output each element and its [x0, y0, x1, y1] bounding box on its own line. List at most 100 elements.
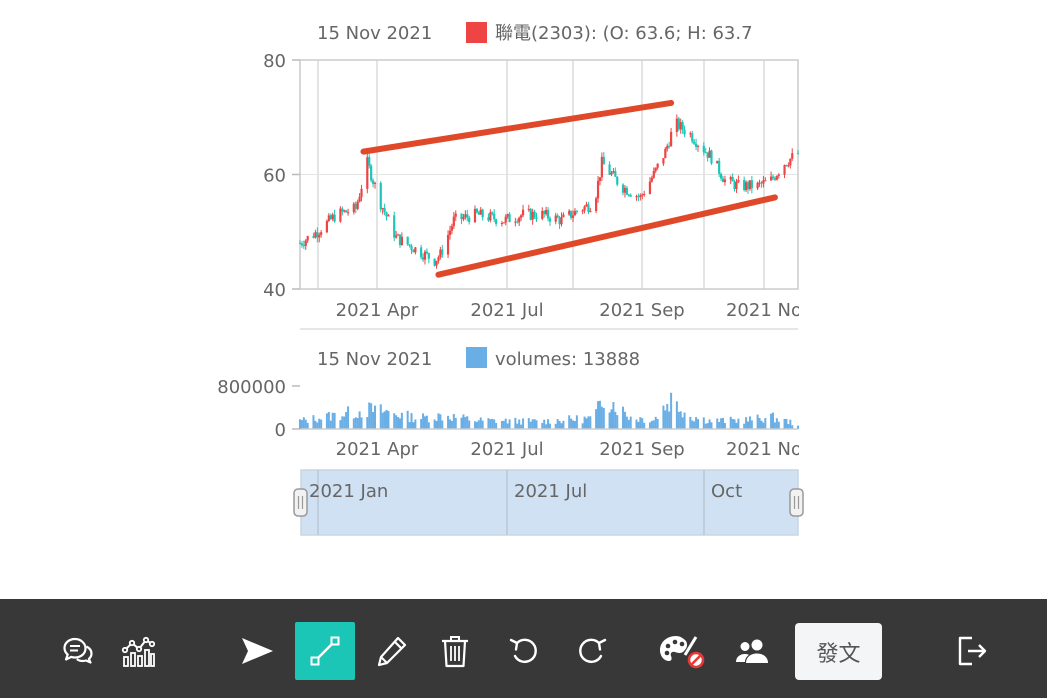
candle-body — [504, 216, 507, 223]
volume-bar — [312, 415, 315, 429]
candle-body — [595, 198, 598, 212]
navigator-tick-1: 2021 Jul — [514, 481, 587, 502]
line-tool-button[interactable] — [295, 622, 355, 680]
candlesticks[interactable] — [298, 114, 800, 269]
volume-bar — [447, 415, 450, 429]
price-legend-date: 15 Nov 2021 — [317, 23, 432, 44]
volume-bar — [300, 420, 303, 429]
select-tool-button[interactable] — [227, 622, 287, 680]
candle-body — [677, 118, 680, 130]
candle-body — [716, 160, 719, 164]
volume-bar — [414, 419, 417, 429]
volume-bars[interactable] — [299, 392, 799, 429]
trendline-0[interactable] — [360, 99, 675, 155]
candle-body — [616, 176, 619, 185]
delete-button[interactable] — [425, 622, 485, 680]
candle-body — [723, 179, 727, 183]
volume-bar — [756, 414, 759, 429]
candle-body — [379, 182, 382, 210]
volume-bar — [518, 419, 521, 429]
candle-body — [662, 158, 665, 164]
candle-body — [312, 236, 315, 238]
x-tick-label: 2021 Apr — [336, 300, 419, 321]
volume-bar — [695, 417, 698, 429]
volume-bar — [675, 401, 678, 429]
candle-body — [785, 165, 788, 167]
volume-bar — [541, 423, 544, 429]
candle-body — [545, 209, 548, 215]
volume-bar — [422, 413, 425, 429]
candle-body — [393, 215, 396, 238]
volume-bar — [693, 421, 696, 429]
candle-body — [437, 257, 440, 261]
logout-button[interactable] — [942, 622, 1002, 680]
stock-chart[interactable]: 15 Nov 2021 聯電(2303): (O: 63.6; H: 63.7 … — [0, 0, 1047, 598]
candle-body — [477, 212, 480, 215]
volume-bar — [681, 417, 684, 429]
volume-bar — [583, 416, 586, 429]
navigator-range[interactable] — [300, 469, 799, 536]
chart-area[interactable]: 15 Nov 2021 聯電(2303): (O: 63.6; H: 63.7 … — [0, 0, 1047, 598]
candle-body — [789, 158, 792, 166]
indicator-button[interactable] — [108, 622, 168, 680]
candle-body — [652, 170, 655, 178]
pencil-button[interactable] — [362, 622, 422, 680]
candle-body — [420, 247, 423, 258]
candle-body — [360, 188, 363, 197]
volume-bar — [345, 411, 348, 429]
volume-bar — [306, 422, 309, 429]
chat-button[interactable] — [48, 622, 108, 680]
volume-bar — [316, 422, 319, 429]
candle-body — [762, 180, 765, 184]
candle-body — [329, 215, 332, 220]
candle-body — [439, 249, 442, 258]
redo-icon — [579, 638, 607, 664]
candle-body — [612, 171, 615, 173]
candle-body — [320, 232, 323, 235]
volume-bar — [608, 412, 611, 429]
volume-bar — [527, 418, 530, 429]
candle-body — [345, 210, 348, 213]
candle-body — [627, 194, 630, 196]
candle-body — [729, 177, 732, 180]
candle-body — [518, 217, 521, 223]
price-legend-swatch — [466, 22, 487, 43]
candle-body — [710, 150, 713, 164]
post-button[interactable]: 發文 — [795, 623, 882, 680]
volume-bar — [520, 424, 523, 429]
navigator-right-handle[interactable] — [789, 488, 804, 517]
candle-body — [535, 217, 538, 219]
users-button[interactable] — [722, 622, 782, 680]
volume-bar — [775, 418, 778, 429]
candle-body — [370, 165, 373, 181]
volume-x-axis: 2021 Apr 2021 Jul 2021 Sep 2021 No — [336, 439, 802, 460]
candle-body — [343, 210, 346, 212]
users-icon — [736, 639, 768, 663]
price-x-axis: 2021 Apr 2021 Jul 2021 Sep 2021 No — [336, 300, 802, 321]
candle-body — [748, 180, 752, 190]
volume-bar — [441, 420, 444, 429]
volume-bar — [373, 405, 376, 429]
candle-body — [668, 145, 671, 147]
palette-button[interactable] — [653, 622, 713, 680]
candle-body — [298, 243, 302, 245]
volume-bar — [758, 417, 761, 429]
redo-button[interactable] — [561, 622, 621, 680]
undo-button[interactable] — [495, 622, 555, 680]
volume-bar — [448, 419, 451, 429]
candle-body — [625, 187, 628, 195]
volume-bar — [562, 420, 565, 429]
candle-body — [333, 214, 336, 222]
candle-body — [300, 243, 304, 246]
navigator-tick-2: Oct — [711, 481, 742, 502]
trendlines[interactable] — [360, 99, 778, 278]
trendline-1[interactable] — [435, 194, 778, 278]
navigator-left-handle[interactable] — [293, 488, 308, 517]
volume-bar — [533, 419, 536, 429]
volume-bar — [745, 417, 748, 429]
volume-bar — [691, 420, 694, 429]
candle-body — [396, 234, 400, 236]
volume-bar — [333, 412, 336, 429]
candle-body — [493, 213, 496, 220]
candle-body — [791, 153, 794, 159]
